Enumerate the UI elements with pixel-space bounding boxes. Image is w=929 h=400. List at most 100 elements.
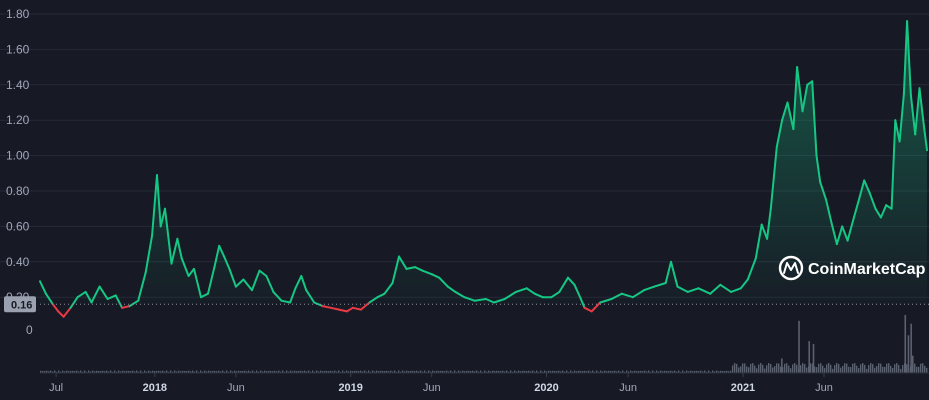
- price-line-segment[interactable]: [164, 207, 173, 265]
- price-line-segment[interactable]: [796, 66, 804, 113]
- price-line-segment[interactable]: [207, 266, 216, 295]
- price-line-segment[interactable]: [313, 301, 324, 308]
- price-line-segment[interactable]: [676, 285, 689, 293]
- price-line-segment[interactable]: [463, 296, 476, 302]
- price-line-segment[interactable]: [792, 66, 799, 131]
- price-line-segment[interactable]: [321, 305, 332, 309]
- price-line-segment[interactable]: [902, 20, 909, 95]
- price-line-segment[interactable]: [558, 276, 569, 293]
- price-line-segment[interactable]: [98, 285, 109, 300]
- price-line-segment[interactable]: [583, 306, 593, 313]
- price-line-segment[interactable]: [879, 204, 888, 219]
- price-line-segment[interactable]: [533, 292, 544, 299]
- price-line-segment[interactable]: [170, 237, 179, 265]
- price-line-segment[interactable]: [567, 276, 576, 286]
- price-line-segment[interactable]: [775, 119, 784, 148]
- price-line-segment[interactable]: [835, 225, 844, 246]
- price-line-segment[interactable]: [218, 244, 226, 258]
- price-line-segment[interactable]: [294, 275, 303, 290]
- price-line-segment[interactable]: [242, 278, 253, 292]
- price-line-segment[interactable]: [760, 223, 769, 240]
- price-line-segment[interactable]: [590, 301, 602, 313]
- price-line-segment[interactable]: [128, 299, 140, 308]
- price-line-segment[interactable]: [405, 266, 417, 270]
- price-line-segment[interactable]: [280, 299, 292, 304]
- price-line-segment[interactable]: [398, 255, 408, 270]
- price-line-segment[interactable]: [251, 269, 261, 292]
- price-line-segment[interactable]: [830, 221, 838, 246]
- price-line-segment[interactable]: [137, 271, 147, 302]
- price-line-segment[interactable]: [918, 87, 926, 131]
- price-line-segment[interactable]: [739, 278, 749, 290]
- price-line-segment[interactable]: [851, 198, 860, 223]
- price-line-segment[interactable]: [746, 257, 757, 281]
- price-line-segment[interactable]: [579, 298, 586, 309]
- price-line-segment[interactable]: [664, 260, 672, 284]
- price-line-segment[interactable]: [430, 273, 441, 279]
- price-line-segment[interactable]: [620, 292, 634, 299]
- price-line-segment[interactable]: [766, 207, 772, 240]
- price-line-segment[interactable]: [305, 289, 316, 304]
- price-line-segment[interactable]: [376, 292, 386, 299]
- price-line-segment[interactable]: [525, 287, 536, 295]
- price-line-segment[interactable]: [894, 119, 901, 143]
- price-line-segment[interactable]: [51, 303, 60, 313]
- price-line-segment[interactable]: [258, 269, 268, 277]
- price-line-segment[interactable]: [383, 282, 394, 295]
- price-line-segment[interactable]: [857, 179, 866, 201]
- price-line-segment[interactable]: [438, 276, 449, 288]
- price-line-segment[interactable]: [69, 296, 79, 309]
- price-line-segment[interactable]: [159, 207, 166, 228]
- price-line-segment[interactable]: [653, 282, 667, 288]
- price-line[interactable]: [39, 20, 928, 318]
- price-line-segment[interactable]: [454, 290, 466, 299]
- price-line-segment[interactable]: [473, 298, 487, 302]
- price-line-segment[interactable]: [719, 283, 733, 293]
- price-line-segment[interactable]: [359, 301, 371, 311]
- price-line-segment[interactable]: [769, 145, 778, 210]
- price-line-segment[interactable]: [144, 234, 154, 274]
- price-line-segment[interactable]: [670, 260, 679, 288]
- price-line-segment[interactable]: [213, 244, 221, 269]
- price-line-segment[interactable]: [730, 287, 742, 293]
- price-line-segment[interactable]: [228, 267, 237, 288]
- price-line-segment[interactable]: [223, 255, 231, 270]
- price-line-segment[interactable]: [84, 290, 93, 304]
- price-line-segment[interactable]: [686, 287, 700, 293]
- price-line-segment[interactable]: [121, 305, 131, 309]
- price-line-segment[interactable]: [446, 285, 457, 293]
- price-line-segment[interactable]: [193, 267, 202, 299]
- price-line-segment[interactable]: [801, 83, 809, 113]
- price-line-segment[interactable]: [351, 306, 362, 311]
- price-line-segment[interactable]: [874, 207, 882, 219]
- price-line-segment[interactable]: [923, 128, 928, 152]
- price-line-segment[interactable]: [265, 275, 275, 293]
- price-line-segment[interactable]: [754, 223, 763, 260]
- price-line-segment[interactable]: [484, 298, 495, 304]
- price-line-segment[interactable]: [289, 287, 297, 304]
- price-line-segment[interactable]: [906, 20, 912, 97]
- price-line-segment[interactable]: [90, 285, 101, 304]
- price-line-segment[interactable]: [156, 174, 162, 228]
- price-line-segment[interactable]: [151, 174, 158, 237]
- price-line-segment[interactable]: [39, 280, 47, 295]
- price-line-segment[interactable]: [345, 306, 354, 313]
- price-line-segment[interactable]: [391, 255, 400, 284]
- price-line-segment[interactable]: [815, 154, 822, 184]
- price-line-segment[interactable]: [176, 237, 183, 260]
- price-line-segment[interactable]: [786, 101, 795, 131]
- price-line-segment[interactable]: [631, 289, 646, 299]
- price-line-segment[interactable]: [234, 278, 245, 288]
- price-line-segment[interactable]: [811, 80, 818, 157]
- price-line-segment[interactable]: [863, 179, 871, 194]
- price-line-segment[interactable]: [187, 267, 195, 277]
- price-line-segment[interactable]: [550, 290, 561, 299]
- price-line-segment[interactable]: [610, 292, 623, 300]
- price-line-segment[interactable]: [503, 290, 517, 300]
- price-line-segment[interactable]: [329, 306, 340, 311]
- price-line-segment[interactable]: [819, 181, 828, 201]
- price-line-segment[interactable]: [697, 287, 712, 295]
- price-line-segment[interactable]: [909, 94, 917, 136]
- price-line-segment[interactable]: [709, 283, 722, 295]
